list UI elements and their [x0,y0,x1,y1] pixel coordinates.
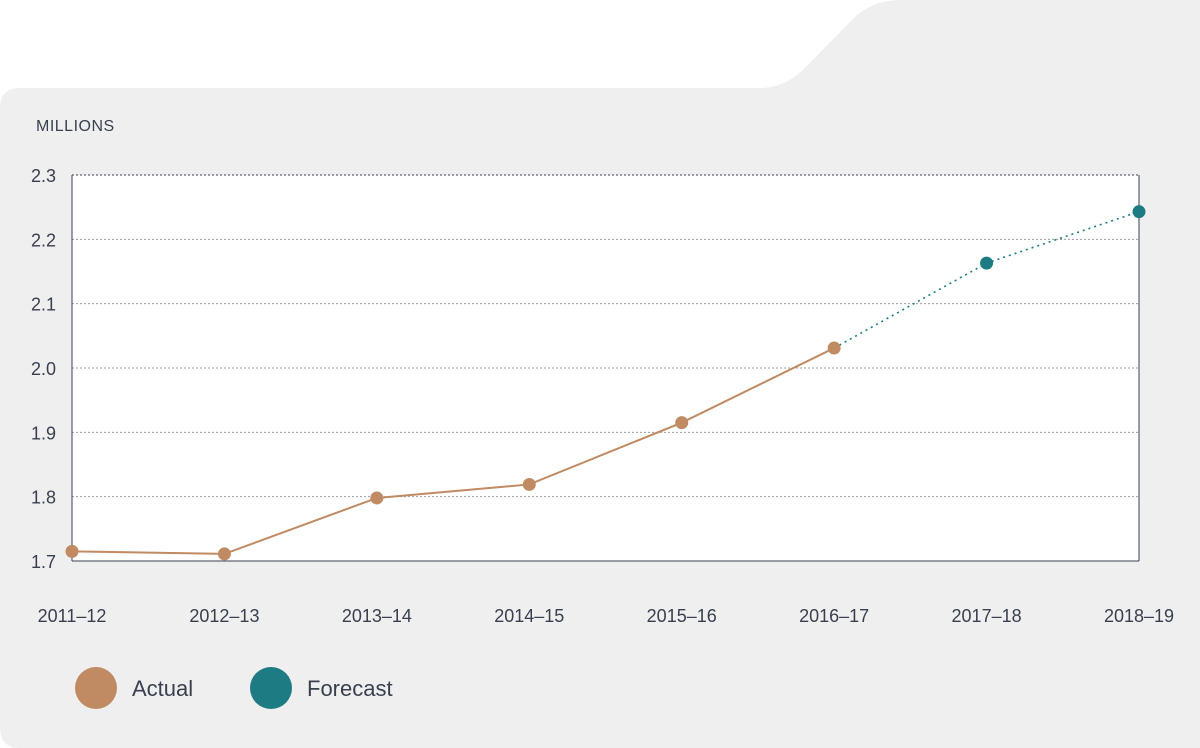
x-axis-ticks: 2011–12 2012–13 2013–14 2014–15 2015–16 2016–… [38,606,1174,626]
x-tick-label: 2014–15 [494,606,564,626]
y-tick-label: 1.9 [31,423,56,443]
data-point-actual [827,341,841,355]
axes [71,174,1140,562]
x-tick-label: 2013–14 [342,606,412,626]
data-point-forecast [1132,205,1146,219]
data-point-forecast [980,256,994,270]
x-tick-label: 2011–12 [38,606,107,626]
y-tick-label: 1.7 [31,552,56,572]
legend-swatch-actual [75,667,117,709]
x-tick-label: 2012–13 [189,606,259,626]
data-point-actual [522,477,536,491]
series-line-actual [71,347,835,555]
series [65,205,1146,561]
x-tick-label: 2017–18 [952,606,1022,626]
x-tick-label: 2016–17 [799,606,869,626]
y-tick-label: 1.8 [31,488,56,508]
data-point-actual [370,491,384,505]
legend-swatch-forecast [250,667,292,709]
data-point-actual [65,544,79,558]
legend: Actual Forecast [75,667,393,709]
x-tick-label: 2015–16 [647,606,717,626]
data-point-actual [217,547,231,561]
legend-label-actual: Actual [132,676,193,701]
y-axis-ticks: 1.7 1.8 1.9 2.0 2.1 2.2 2.3 [31,166,56,572]
x-tick-label: 2018–19 [1104,606,1174,626]
y-tick-label: 2.1 [31,295,56,315]
data-point-actual [675,416,689,430]
y-tick-label: 2.3 [31,166,56,186]
legend-label-forecast: Forecast [307,676,393,701]
y-tick-label: 2.2 [31,230,56,250]
y-tick-label: 2.0 [31,359,56,379]
y-axis-unit-label: MILLIONS [36,118,115,135]
